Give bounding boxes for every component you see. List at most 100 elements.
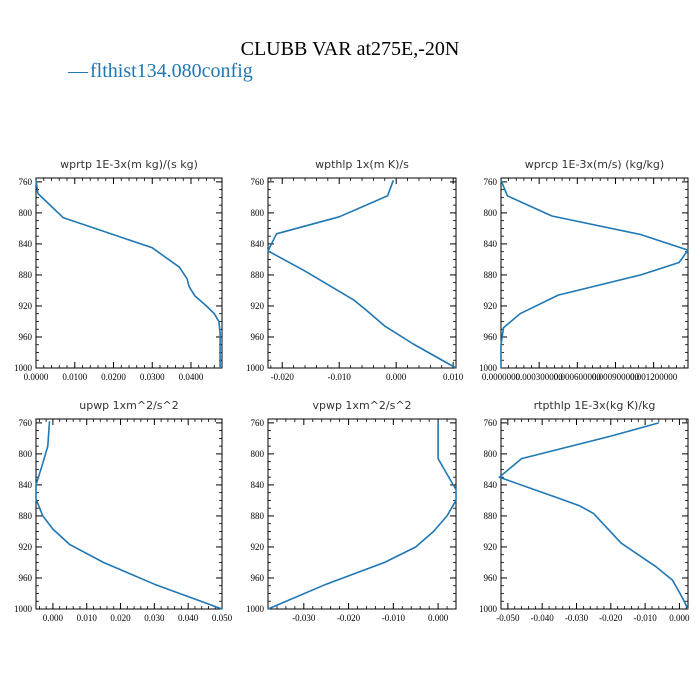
x-tick-label: 0.0000 <box>24 372 49 382</box>
y-tick-label: 760 <box>251 177 265 187</box>
y-tick-label: 1000 <box>14 604 33 614</box>
x-tick-label: -0.050 <box>496 613 520 623</box>
panel-title: wprtp 1E-3x(m kg)/(s kg) <box>60 158 198 171</box>
panel-2: wpthlp 1x(m K)/s 760 800 840 880 920 960 1000 -0… <box>246 158 464 382</box>
x-tick-label: 0.030 <box>144 613 165 623</box>
y-tick-label: 800 <box>19 449 33 459</box>
panel-title: wpthlp 1x(m K)/s <box>315 158 409 171</box>
y-tick-label: 760 <box>484 418 498 428</box>
plot-frame <box>35 418 223 610</box>
y-tick-label: 760 <box>19 418 33 428</box>
y-tick-label: 840 <box>19 239 33 249</box>
x-tick-label: -0.010 <box>328 372 352 382</box>
x-tick-label: -0.010 <box>633 613 657 623</box>
profile-line <box>267 421 457 610</box>
y-tick-label: 760 <box>484 177 498 187</box>
x-tick-label: -0.020 <box>599 613 623 623</box>
y-tick-label: 760 <box>251 418 265 428</box>
panel-1: wprtp 1E-3x(m kg)/(s kg) 760 800 840 880 920 9… <box>14 158 223 382</box>
y-tick-label: 800 <box>251 208 265 218</box>
y-tick-label: 920 <box>19 301 33 311</box>
legend: — flthist134.080config <box>67 60 253 82</box>
x-tick-label: 0.020 <box>110 613 131 623</box>
y-tick-label: 880 <box>484 270 498 280</box>
y-tick-label: 960 <box>19 332 33 342</box>
panel-title: rtpthlp 1E-3x(kg K)/kg <box>534 399 656 412</box>
x-tick-label: 0.000600000 <box>554 372 602 382</box>
x-tick-label: 0.050 <box>212 613 233 623</box>
x-tick-label: 0.040 <box>178 613 199 623</box>
x-tick-label: -0.040 <box>531 613 555 623</box>
y-tick-label: 960 <box>484 332 498 342</box>
x-tick-label: -0.020 <box>271 372 295 382</box>
legend-label: flthist134.080config <box>90 60 253 82</box>
panel-6: rtpthlp 1E-3x(kg K)/kg 760 800 840 880 920 960… <box>479 399 690 623</box>
y-tick-label: 840 <box>251 480 265 490</box>
y-tick-label: 1000 <box>479 604 498 614</box>
y-tick-label: 840 <box>484 480 498 490</box>
x-tick-label: 0.000 <box>669 613 690 623</box>
plot-frame <box>500 418 689 610</box>
y-tick-label: 1000 <box>479 363 498 373</box>
y-tick-label: 840 <box>484 239 498 249</box>
y-tick-label: 920 <box>251 301 265 311</box>
panel-grid: wprtp 1E-3x(m kg)/(s kg) 760 800 840 880 920 9… <box>14 158 690 623</box>
y-tick-label: 920 <box>19 542 33 552</box>
y-tick-label: 920 <box>484 542 498 552</box>
x-tick-label: -0.030 <box>292 613 316 623</box>
x-tick-label: 0.0400 <box>179 372 204 382</box>
panel-5: vpwp 1xm^2/s^2 760 800 840 880 920 960 1000 -0.0… <box>246 399 457 623</box>
x-tick-label: 0.0000000 <box>482 372 521 382</box>
x-tick-label: 0.001200000 <box>630 372 678 382</box>
panel-title: vpwp 1xm^2/s^2 <box>312 399 411 412</box>
legend-marker: — <box>67 60 89 82</box>
x-tick-label: 0.010 <box>77 613 98 623</box>
y-tick-label: 960 <box>251 332 265 342</box>
x-tick-label: 0.000 <box>386 372 407 382</box>
y-tick-label: 800 <box>19 208 33 218</box>
profile-line <box>500 179 689 368</box>
y-tick-label: 840 <box>19 480 33 490</box>
y-tick-label: 880 <box>251 511 265 521</box>
panel-4: upwp 1xm^2/s^2 760 800 840 880 920 960 1000 0.00… <box>14 399 233 623</box>
panel-title: wprcp 1E-3x(m/s) (kg/kg) <box>525 158 664 171</box>
y-tick-label: 760 <box>19 177 33 187</box>
y-tick-label: 880 <box>19 511 33 521</box>
y-tick-label: 840 <box>251 239 265 249</box>
y-tick-label: 1000 <box>14 363 33 373</box>
x-tick-label: 0.0100 <box>62 372 87 382</box>
profile-line <box>35 421 223 610</box>
x-tick-label: 0.000 <box>428 613 449 623</box>
panel-3: wprcp 1E-3x(m/s) (kg/kg) 760 800 840 880 920 9… <box>479 158 689 382</box>
x-tick-label: -0.030 <box>565 613 589 623</box>
x-tick-label: -0.020 <box>337 613 361 623</box>
x-tick-label: 0.000300000 <box>516 372 564 382</box>
y-tick-label: 800 <box>484 449 498 459</box>
y-tick-label: 880 <box>484 511 498 521</box>
x-tick-label: -0.010 <box>382 613 406 623</box>
profile-line <box>267 180 457 369</box>
y-tick-label: 920 <box>484 301 498 311</box>
x-tick-label: 0.0300 <box>140 372 165 382</box>
y-tick-label: 920 <box>251 542 265 552</box>
x-tick-label: 0.000 <box>43 613 64 623</box>
x-tick-label: 0.0200 <box>101 372 126 382</box>
profile-line <box>35 180 221 368</box>
y-tick-label: 960 <box>484 573 498 583</box>
y-tick-label: 880 <box>19 270 33 280</box>
x-tick-label: 0.000900000 <box>592 372 640 382</box>
y-tick-label: 800 <box>484 208 498 218</box>
figure-title: CLUBB VAR at275E,-20N <box>241 38 460 60</box>
y-tick-label: 800 <box>251 449 265 459</box>
y-tick-label: 1000 <box>246 604 265 614</box>
x-tick-label: 0.010 <box>443 372 464 382</box>
y-tick-label: 960 <box>251 573 265 583</box>
panel-title: upwp 1xm^2/s^2 <box>79 399 179 412</box>
y-tick-label: 1000 <box>246 363 265 373</box>
profile-line <box>498 422 689 610</box>
plot-frame <box>35 177 223 369</box>
y-tick-label: 880 <box>251 270 265 280</box>
y-tick-label: 960 <box>19 573 33 583</box>
plot-frame <box>267 418 457 610</box>
